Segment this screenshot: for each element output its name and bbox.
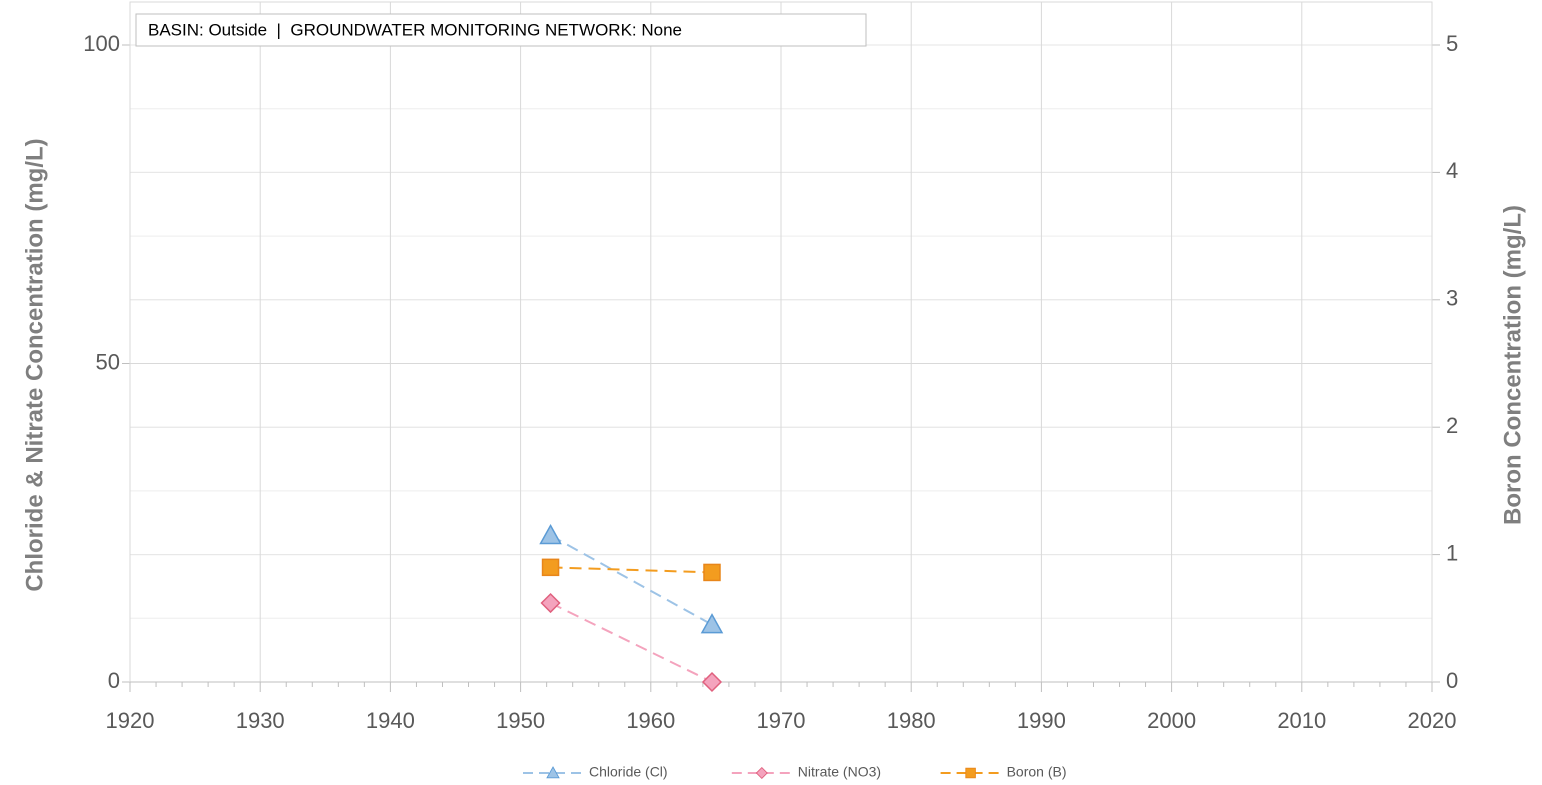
grid — [122, 2, 1440, 692]
marker — [755, 766, 768, 780]
y2-tick-label: 2 — [1446, 413, 1458, 438]
series-line — [550, 602, 713, 683]
annotation: BASIN: Outside | GROUNDWATER MONITORING … — [148, 20, 682, 39]
marker — [965, 767, 976, 779]
marker — [540, 592, 561, 614]
x-tick-label: 1990 — [1017, 708, 1066, 733]
x-tick-label: 1920 — [106, 708, 155, 733]
marker — [700, 613, 724, 634]
legend-label: Boron (B) — [1007, 764, 1067, 780]
y2-tick-label: 1 — [1446, 540, 1458, 565]
y-tick-label: 50 — [96, 349, 120, 374]
marks — [539, 523, 724, 693]
x-tick-label: 1970 — [757, 708, 806, 733]
x-tick-label: 2010 — [1277, 708, 1326, 733]
series-line — [550, 534, 713, 626]
y2-tick-label: 3 — [1446, 286, 1458, 311]
x-tick-label: 1960 — [626, 708, 675, 733]
x-tick-label: 1930 — [236, 708, 285, 733]
x-tick-label: 1940 — [366, 708, 415, 733]
legend-label: Chloride (Cl) — [589, 764, 668, 780]
marker — [541, 558, 560, 577]
marker — [703, 563, 721, 582]
x-tick-label: 2020 — [1408, 708, 1457, 733]
y-tick-label: 100 — [83, 31, 120, 56]
x-tick-label: 1980 — [887, 708, 936, 733]
marker — [539, 523, 562, 545]
legend-item: Boron (B) — [940, 764, 1067, 780]
legend-item: Chloride (Cl) — [523, 764, 668, 780]
x-tick-label: 2000 — [1147, 708, 1196, 733]
y-tick-label: 0 — [108, 668, 120, 693]
x-tick-label: 1950 — [496, 708, 545, 733]
y2-axis-title: Boron Concentration (mg/L) — [1499, 205, 1526, 525]
legend-label: Nitrate (NO3) — [798, 764, 881, 780]
series-line — [550, 566, 713, 574]
marker — [546, 766, 560, 779]
annotation-box — [135, 13, 867, 47]
y2-tick-label: 4 — [1446, 158, 1458, 183]
legend-item: Nitrate (NO3) — [731, 764, 881, 780]
y2-tick-label: 5 — [1446, 31, 1458, 56]
y-axis-title: Chloride & Nitrate Concentration (mg/L) — [21, 138, 48, 591]
marker — [701, 671, 723, 693]
y2-tick-label: 0 — [1446, 668, 1458, 693]
